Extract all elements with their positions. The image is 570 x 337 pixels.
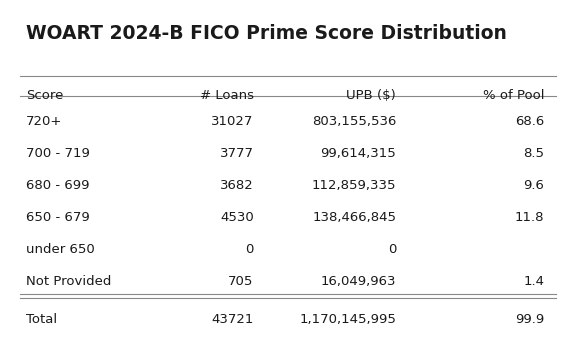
- Text: UPB ($): UPB ($): [347, 89, 396, 102]
- Text: 700 - 719: 700 - 719: [26, 147, 89, 160]
- Text: 99,614,315: 99,614,315: [320, 147, 396, 160]
- Text: 31027: 31027: [211, 115, 254, 128]
- Text: 11.8: 11.8: [515, 211, 544, 224]
- Text: 4530: 4530: [220, 211, 254, 224]
- Text: 112,859,335: 112,859,335: [312, 179, 396, 192]
- Text: 1.4: 1.4: [523, 275, 544, 288]
- Text: 1,170,145,995: 1,170,145,995: [299, 313, 396, 326]
- Text: 803,155,536: 803,155,536: [312, 115, 396, 128]
- Text: 705: 705: [228, 275, 254, 288]
- Text: Score: Score: [26, 89, 63, 102]
- Text: 3682: 3682: [220, 179, 254, 192]
- Text: 0: 0: [388, 243, 396, 256]
- Text: Total: Total: [26, 313, 57, 326]
- Text: 43721: 43721: [211, 313, 254, 326]
- Text: 8.5: 8.5: [523, 147, 544, 160]
- Text: Not Provided: Not Provided: [26, 275, 111, 288]
- Text: 0: 0: [245, 243, 254, 256]
- Text: 650 - 679: 650 - 679: [26, 211, 89, 224]
- Text: WOART 2024-B FICO Prime Score Distribution: WOART 2024-B FICO Prime Score Distributi…: [26, 24, 507, 42]
- Text: 3777: 3777: [219, 147, 254, 160]
- Text: 9.6: 9.6: [523, 179, 544, 192]
- Text: 99.9: 99.9: [515, 313, 544, 326]
- Text: % of Pool: % of Pool: [483, 89, 544, 102]
- Text: 138,466,845: 138,466,845: [312, 211, 396, 224]
- Text: 68.6: 68.6: [515, 115, 544, 128]
- Text: # Loans: # Loans: [200, 89, 254, 102]
- Text: under 650: under 650: [26, 243, 95, 256]
- Text: 680 - 699: 680 - 699: [26, 179, 89, 192]
- Text: 720+: 720+: [26, 115, 62, 128]
- Text: 16,049,963: 16,049,963: [321, 275, 396, 288]
